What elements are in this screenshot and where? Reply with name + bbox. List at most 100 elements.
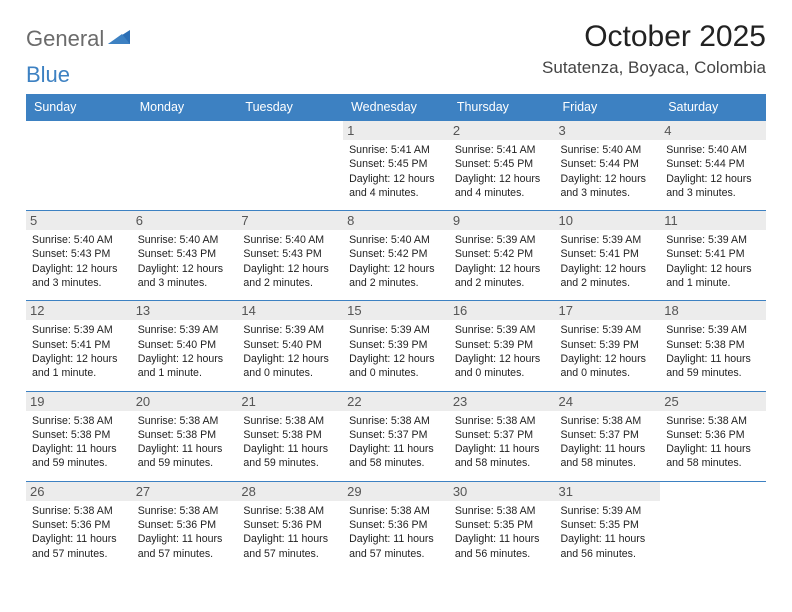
calendar-cell: 13Sunrise: 5:39 AMSunset: 5:40 PMDayligh…: [132, 301, 238, 391]
day-header: Wednesday: [343, 94, 449, 121]
calendar-cell: [237, 121, 343, 211]
calendar-cell: 19Sunrise: 5:38 AMSunset: 5:38 PMDayligh…: [26, 391, 132, 481]
day-info: Sunrise: 5:40 AMSunset: 5:43 PMDaylight:…: [32, 233, 126, 290]
day-info: Sunrise: 5:38 AMSunset: 5:36 PMDaylight:…: [666, 414, 760, 471]
calendar-cell: 24Sunrise: 5:38 AMSunset: 5:37 PMDayligh…: [555, 391, 661, 481]
day-number: 22: [343, 392, 449, 411]
day-number: 7: [237, 211, 343, 230]
calendar-cell: 7 Sunrise: 5:40 AMSunset: 5:43 PMDaylight…: [237, 211, 343, 301]
calendar-cell: 1 Sunrise: 5:41 AMSunset: 5:45 PMDaylight…: [343, 121, 449, 211]
calendar-cell: 14 Sunrise: 5:39 AMSunset: 5:40 PMDayligh…: [237, 301, 343, 391]
day-number: 23: [449, 392, 555, 411]
calendar-table: SundayMondayTuesdayWednesdayThursdayFrid…: [26, 94, 766, 571]
day-number: 27: [132, 482, 238, 501]
day-header: Sunday: [26, 94, 132, 121]
day-number: 16: [449, 301, 555, 320]
day-number: 18: [660, 301, 766, 320]
calendar-cell: 18 Sunrise: 5:39 AMSunset: 5:38 PMDayligh…: [660, 301, 766, 391]
day-number: 29: [343, 482, 449, 501]
calendar-cell: 29 Sunrise: 5:38 AMSunset: 5:36 PMDayligh…: [343, 481, 449, 571]
day-info: Sunrise: 5:38 AMSunset: 5:38 PMDaylight:…: [138, 414, 232, 471]
calendar-cell: 30 Sunrise: 5:38 AMSunset: 5:35 PMDayligh…: [449, 481, 555, 571]
day-info: Sunrise: 5:40 AMSunset: 5:44 PMDaylight:…: [561, 143, 655, 200]
calendar-cell: 15 Sunrise: 5:39 AMSunset: 5:39 PMDayligh…: [343, 301, 449, 391]
day-info: Sunrise: 5:39 AMSunset: 5:41 PMDaylight:…: [666, 233, 760, 290]
day-header-row: SundayMondayTuesdayWednesdayThursdayFrid…: [26, 94, 766, 121]
day-info: Sunrise: 5:39 AMSunset: 5:38 PMDaylight:…: [666, 323, 760, 380]
calendar-cell: 12 Sunrise: 5:39 AMSunset: 5:41 PMDayligh…: [26, 301, 132, 391]
day-info: Sunrise: 5:40 AMSunset: 5:43 PMDaylight:…: [243, 233, 337, 290]
calendar-cell: [132, 121, 238, 211]
day-header: Friday: [555, 94, 661, 121]
calendar-cell: 2 Sunrise: 5:41 AMSunset: 5:45 PMDaylight…: [449, 121, 555, 211]
day-info: Sunrise: 5:40 AMSunset: 5:44 PMDaylight:…: [666, 143, 760, 200]
calendar-cell: 26 Sunrise: 5:38 AMSunset: 5:36 PMDayligh…: [26, 481, 132, 571]
calendar-cell: 31 Sunrise: 5:39 AMSunset: 5:35 PMDayligh…: [555, 481, 661, 571]
day-number: 14: [237, 301, 343, 320]
day-number: 17: [555, 301, 661, 320]
day-number: 4: [660, 121, 766, 140]
day-info: Sunrise: 5:40 AMSunset: 5:42 PMDaylight:…: [349, 233, 443, 290]
day-info: Sunrise: 5:38 AMSunset: 5:37 PMDaylight:…: [561, 414, 655, 471]
day-number: 31: [555, 482, 661, 501]
day-info: Sunrise: 5:38 AMSunset: 5:36 PMDaylight:…: [349, 504, 443, 561]
day-number: 21: [237, 392, 343, 411]
day-number: 11: [660, 211, 766, 230]
day-info: Sunrise: 5:38 AMSunset: 5:36 PMDaylight:…: [138, 504, 232, 561]
day-number: 26: [26, 482, 132, 501]
day-number: 5: [26, 211, 132, 230]
day-number: 10: [555, 211, 661, 230]
calendar-cell: 27 Sunrise: 5:38 AMSunset: 5:36 PMDayligh…: [132, 481, 238, 571]
calendar-cell: [660, 481, 766, 571]
day-info: Sunrise: 5:39 AMSunset: 5:39 PMDaylight:…: [561, 323, 655, 380]
calendar-cell: 23 Sunrise: 5:38 AMSunset: 5:37 PMDayligh…: [449, 391, 555, 481]
calendar-cell: 16 Sunrise: 5:39 AMSunset: 5:39 PMDayligh…: [449, 301, 555, 391]
day-number: 30: [449, 482, 555, 501]
day-info: Sunrise: 5:40 AMSunset: 5:43 PMDaylight:…: [138, 233, 232, 290]
calendar-cell: 5 Sunrise: 5:40 AMSunset: 5:43 PMDaylight…: [26, 211, 132, 301]
calendar-cell: 25Sunrise: 5:38 AMSunset: 5:36 PMDayligh…: [660, 391, 766, 481]
day-info: Sunrise: 5:38 AMSunset: 5:38 PMDaylight:…: [243, 414, 337, 471]
day-number: 8: [343, 211, 449, 230]
day-number: 12: [26, 301, 132, 320]
day-number: 6: [132, 211, 238, 230]
calendar-week: 1 Sunrise: 5:41 AMSunset: 5:45 PMDaylight…: [26, 121, 766, 211]
day-info: Sunrise: 5:39 AMSunset: 5:35 PMDaylight:…: [561, 504, 655, 561]
calendar-week: 12 Sunrise: 5:39 AMSunset: 5:41 PMDayligh…: [26, 301, 766, 391]
day-info: Sunrise: 5:38 AMSunset: 5:37 PMDaylight:…: [455, 414, 549, 471]
calendar-cell: 20 Sunrise: 5:38 AMSunset: 5:38 PMDayligh…: [132, 391, 238, 481]
day-info: Sunrise: 5:39 AMSunset: 5:39 PMDaylight:…: [349, 323, 443, 380]
day-header: Thursday: [449, 94, 555, 121]
calendar-cell: 4 Sunrise: 5:40 AMSunset: 5:44 PMDaylight…: [660, 121, 766, 211]
day-number: 2: [449, 121, 555, 140]
day-info: Sunrise: 5:38 AMSunset: 5:36 PMDaylight:…: [243, 504, 337, 561]
day-info: Sunrise: 5:39 AMSunset: 5:41 PMDaylight:…: [32, 323, 126, 380]
location: Sutatenza, Boyaca, Colombia: [542, 58, 766, 78]
day-info: Sunrise: 5:39 AMSunset: 5:40 PMDaylight:…: [243, 323, 337, 380]
day-number: 3: [555, 121, 661, 140]
day-number: 15: [343, 301, 449, 320]
day-number: 20: [132, 392, 238, 411]
calendar-week: 19Sunrise: 5:38 AMSunset: 5:38 PMDayligh…: [26, 391, 766, 481]
day-info: Sunrise: 5:41 AMSunset: 5:45 PMDaylight:…: [349, 143, 443, 200]
day-info: Sunrise: 5:38 AMSunset: 5:38 PMDaylight:…: [32, 414, 126, 471]
day-header: Tuesday: [237, 94, 343, 121]
day-info: Sunrise: 5:41 AMSunset: 5:45 PMDaylight:…: [455, 143, 549, 200]
calendar-cell: 10Sunrise: 5:39 AMSunset: 5:41 PMDayligh…: [555, 211, 661, 301]
calendar-cell: 22Sunrise: 5:38 AMSunset: 5:37 PMDayligh…: [343, 391, 449, 481]
month-title: October 2025: [542, 20, 766, 54]
day-info: Sunrise: 5:39 AMSunset: 5:39 PMDaylight:…: [455, 323, 549, 380]
calendar-cell: 8 Sunrise: 5:40 AMSunset: 5:42 PMDaylight…: [343, 211, 449, 301]
day-info: Sunrise: 5:38 AMSunset: 5:36 PMDaylight:…: [32, 504, 126, 561]
day-number: 1: [343, 121, 449, 140]
day-header: Saturday: [660, 94, 766, 121]
day-info: Sunrise: 5:38 AMSunset: 5:35 PMDaylight:…: [455, 504, 549, 561]
calendar-week: 26 Sunrise: 5:38 AMSunset: 5:36 PMDayligh…: [26, 481, 766, 571]
calendar-cell: 17 Sunrise: 5:39 AMSunset: 5:39 PMDayligh…: [555, 301, 661, 391]
day-number: 13: [132, 301, 238, 320]
logo-word1: General: [26, 26, 104, 52]
calendar-cell: 11 Sunrise: 5:39 AMSunset: 5:41 PMDayligh…: [660, 211, 766, 301]
logo: General: [26, 20, 138, 52]
day-info: Sunrise: 5:39 AMSunset: 5:42 PMDaylight:…: [455, 233, 549, 290]
logo-icon: [108, 28, 134, 51]
